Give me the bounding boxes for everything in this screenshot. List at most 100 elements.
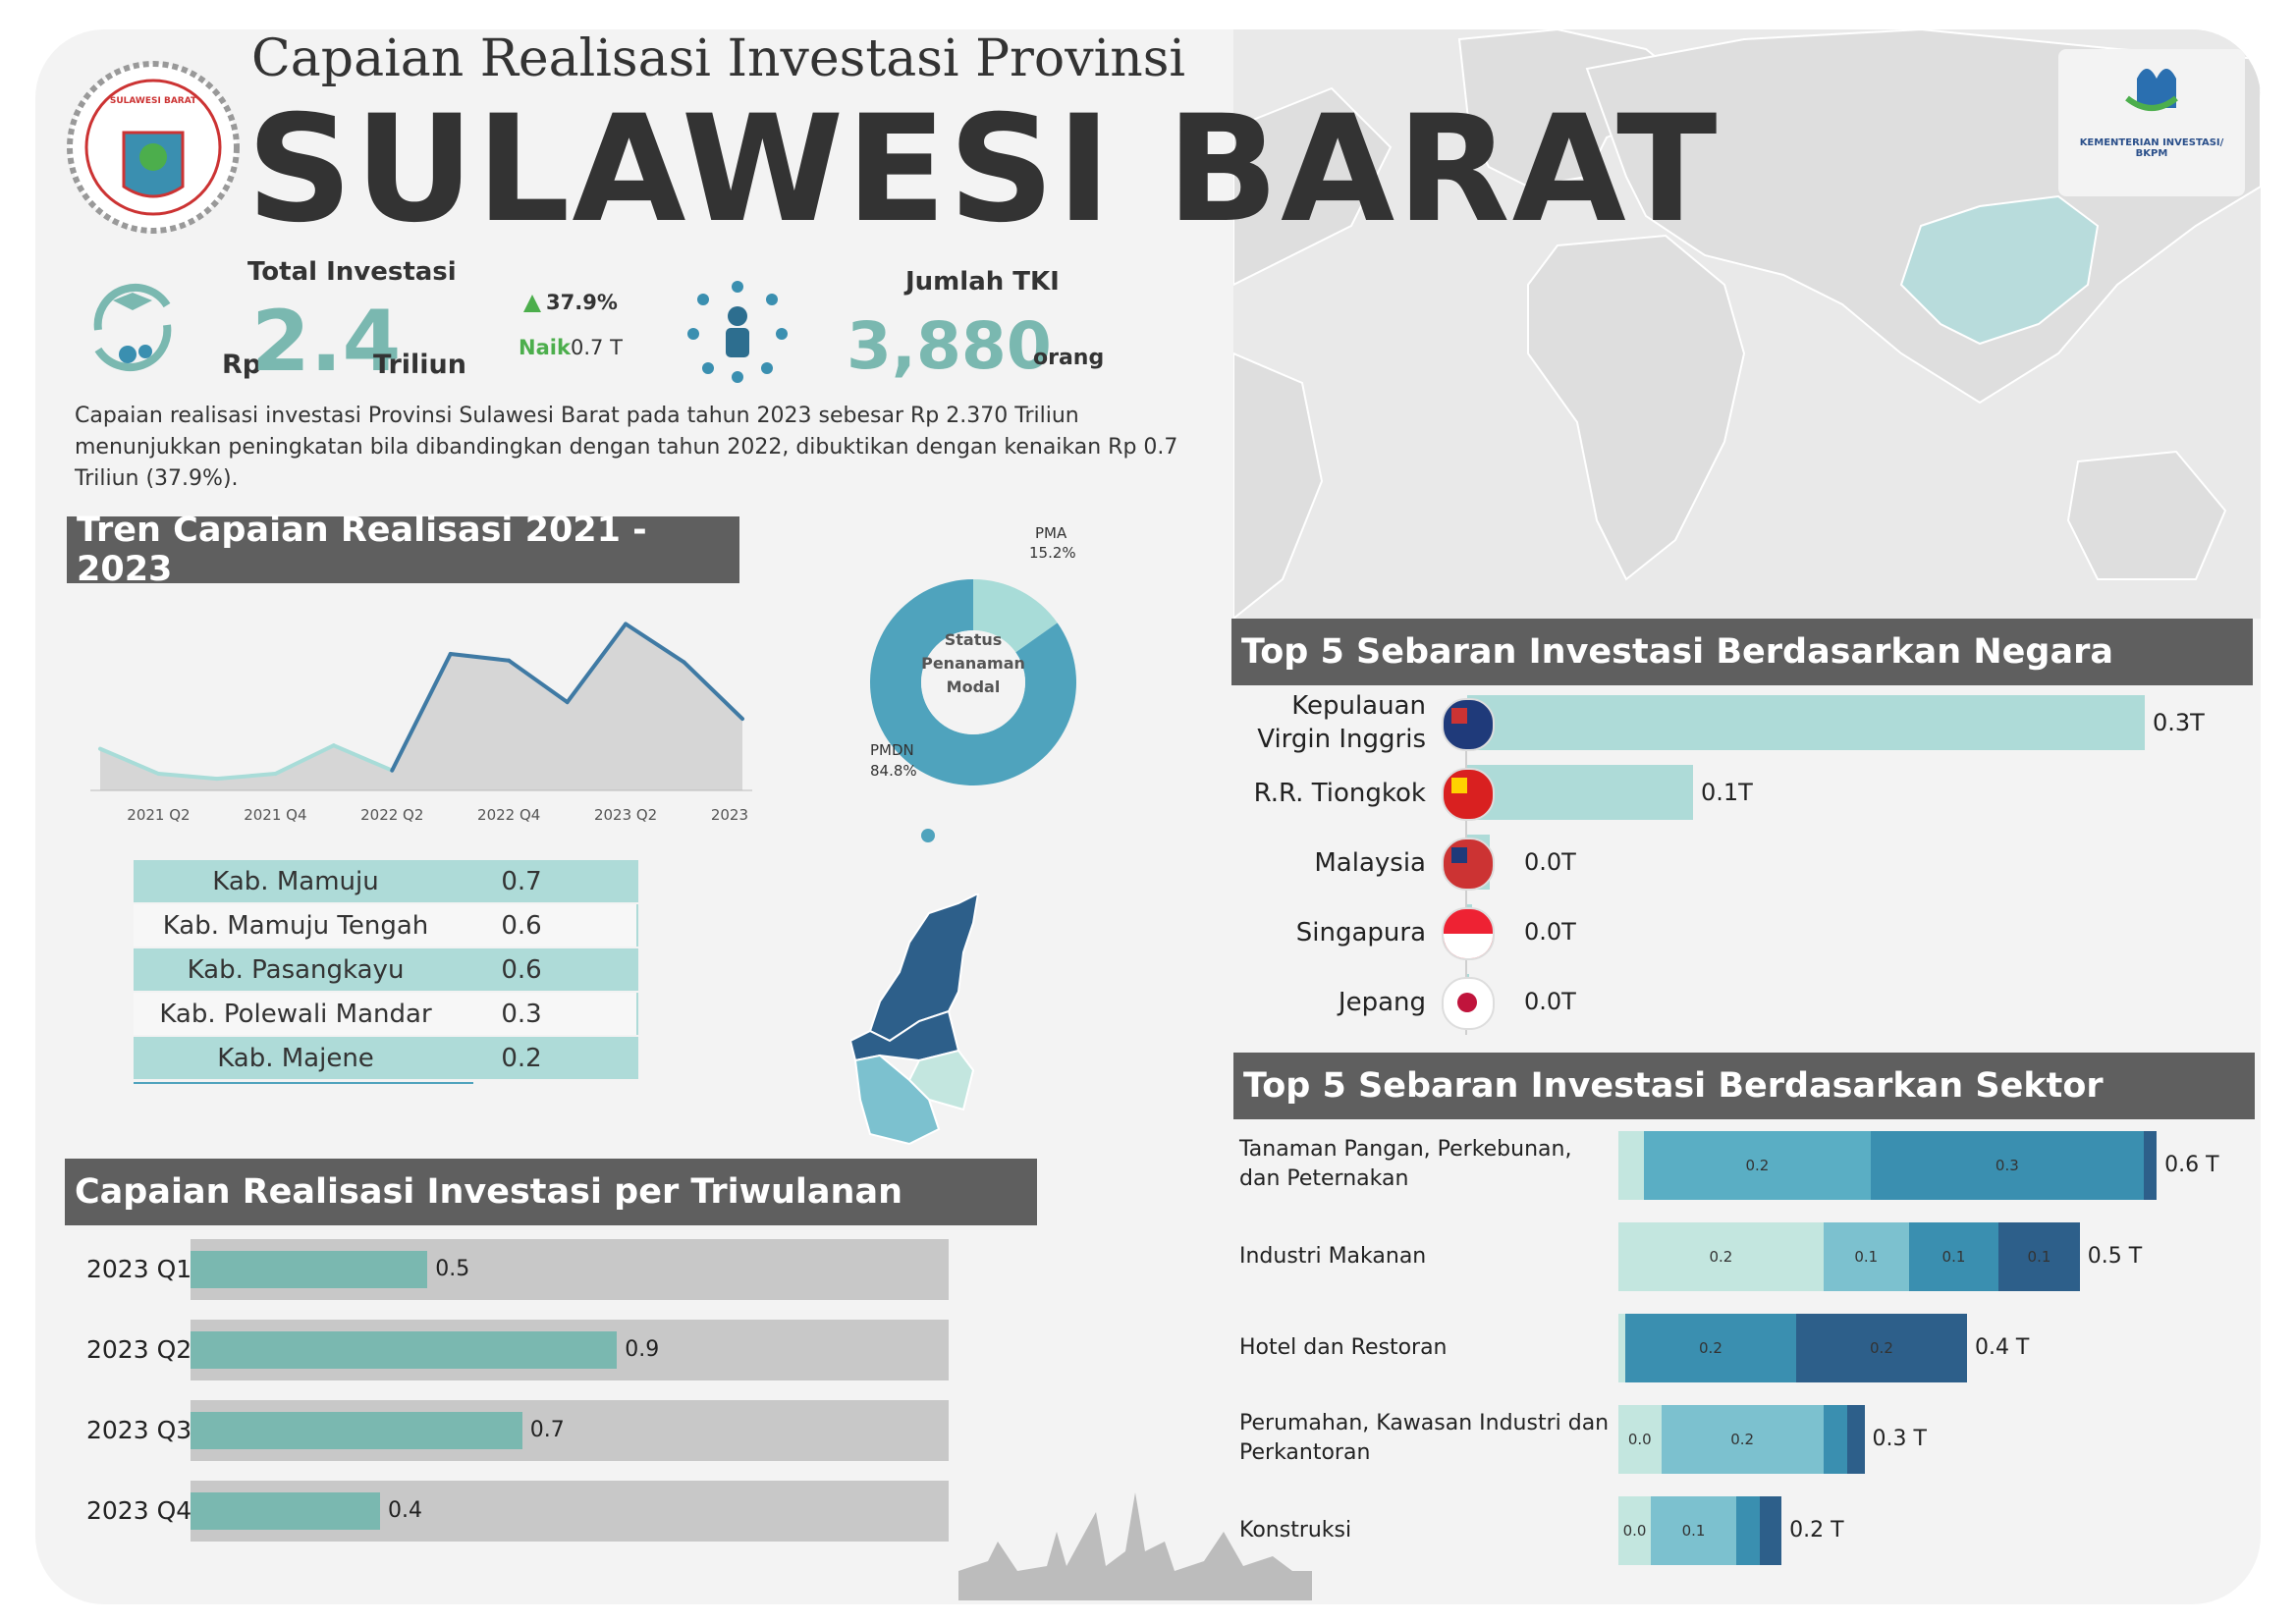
trend-point <box>99 747 102 750</box>
sector-label: Tanaman Pangan, Perkebunan, dan Peternak… <box>1239 1137 1572 1191</box>
quarterly-label: 2023 Q2 <box>86 1335 192 1364</box>
province-emblem: SULAWESI BARAT <box>65 59 242 236</box>
kabupaten-table: Kab. Mamuju 0.7 Kab. Mamuju Tengah 0.6 Kab. … <box>134 860 638 1084</box>
trend-tick-label: 2022 Q2 <box>360 806 423 824</box>
legend-dot <box>921 829 935 842</box>
total-investasi-label: Total Investasi <box>247 257 457 287</box>
sector-label: Industri Makanan <box>1239 1244 1427 1269</box>
sector-section-title: Top 5 Sebaran Investasi Berdasarkan Sekt… <box>1233 1053 2255 1119</box>
trend-point <box>449 652 452 655</box>
trend-point <box>274 773 277 776</box>
sector-segment: 0.1 <box>1998 1222 2080 1291</box>
trend-line-segment <box>273 743 336 777</box>
total-value: 2.4 <box>251 293 402 391</box>
trend-line-segment <box>448 651 512 663</box>
country-value: 0.0T <box>1524 988 1576 1015</box>
kabupaten-name: Kab. Polewali Mandar <box>159 999 432 1029</box>
trend-tick-label: 2021 Q2 <box>127 806 190 824</box>
province-emblem-icon <box>67 61 240 234</box>
country-label: Singapura <box>1295 918 1426 947</box>
tki-label: Jumlah TKI <box>905 267 1060 297</box>
country-label: Jepang <box>1338 988 1426 1017</box>
flag-singapore-icon <box>1442 907 1495 960</box>
pmdn-value: 84.8% <box>870 762 917 780</box>
sector-segment <box>1736 1496 1761 1565</box>
trend-point <box>391 769 394 772</box>
sector-segment <box>1618 1314 1625 1382</box>
trend-line-segment <box>682 660 744 722</box>
trend-tick-label: 2022 Q4 <box>477 806 540 824</box>
quarterly-label: 2023 Q3 <box>86 1416 192 1444</box>
kabupaten-name: Kab. Pasangkayu <box>187 954 405 985</box>
quarterly-value: 0.9 <box>625 1337 660 1362</box>
sector-segment <box>1618 1131 1645 1200</box>
tki-unit: orang <box>1033 346 1105 370</box>
sector-segment <box>1847 1405 1865 1474</box>
trend-point <box>625 623 628 625</box>
growth-value: 0.7 T <box>571 336 623 359</box>
quarterly-section-title: Capaian Realisasi Investasi per Triwulan… <box>65 1159 1037 1225</box>
quarterly-bar <box>191 1412 522 1449</box>
sector-segment: 0.0 <box>1618 1405 1662 1474</box>
quarterly-value: 0.5 <box>435 1257 470 1281</box>
quarterly-label: 2023 Q4 <box>86 1496 192 1525</box>
kabupaten-value: 0.7 <box>501 866 542 896</box>
sector-segment: 0.3 <box>1870 1131 2145 1200</box>
kabupaten-row: Kab. Pasangkayu 0.6 <box>134 948 638 991</box>
kabupaten-row: Kab. Majene 0.2 <box>134 1037 638 1079</box>
trend-tick-label: 2023 Q2 <box>594 806 657 824</box>
trend-tick-label: 2023 Q4 <box>711 806 752 824</box>
handshake-gears-icon <box>79 271 187 379</box>
country-label: Malaysia <box>1314 848 1426 878</box>
donut-slice-pma <box>973 579 1058 653</box>
sector-segment: 0.2 <box>1624 1314 1796 1382</box>
donut-center-label: Status Penanaman Modal <box>921 630 1025 696</box>
country-section-title: Top 5 Sebaran Investasi Berdasarkan Nega… <box>1231 619 2253 685</box>
donut-slice-pmdn <box>870 579 1076 785</box>
bkpm-logo-icon <box>2125 69 2178 111</box>
donut-hole <box>921 630 1025 734</box>
trend-point <box>215 778 218 781</box>
pma-value: 15.2% <box>1029 544 1076 562</box>
kabupaten-name: Kab. Majene <box>217 1043 374 1073</box>
country-bar <box>1467 695 2145 750</box>
china-highlight <box>1899 194 2100 346</box>
trend-chart: 2021 Q2 2021 Q4 2022 Q2 2022 Q4 2023 Q2 2023 … <box>90 622 752 824</box>
trend-line-segment <box>156 772 219 782</box>
country-label: R.R. Tiongkok <box>1253 779 1426 808</box>
trend-point <box>566 701 569 704</box>
growth-pct: 37.9% <box>546 291 618 314</box>
trend-line-segment <box>624 622 686 665</box>
ministry-logo: KEMENTERIAN INVESTASI/ BKPM <box>2058 49 2245 196</box>
workforce-icon <box>683 275 792 383</box>
trend-line-segment <box>98 746 161 777</box>
kabupaten-row: Kab. Mamuju 0.7 <box>134 860 638 902</box>
kabupaten-value: 0.2 <box>501 1043 542 1073</box>
sector-segment <box>2144 1131 2158 1200</box>
pma-label: PMA <box>1035 524 1067 542</box>
quarterly-value: 0.7 <box>529 1418 565 1442</box>
sector-segment: 0.1 <box>1908 1222 1999 1291</box>
trend-line-segment <box>390 651 453 773</box>
province-map <box>850 893 980 1146</box>
sector-total: 0.4 T <box>1974 1335 2030 1360</box>
sector-total: 0.3 T <box>1872 1427 1927 1451</box>
trend-section-title: Tren Capaian Realisasi 2021 - 2023 <box>67 511 739 589</box>
total-prefix: Rp <box>222 350 262 380</box>
sector-segment: 0.2 <box>1644 1131 1871 1200</box>
trend-point <box>508 659 511 662</box>
total-unit: Triliun <box>373 350 466 380</box>
page-subtitle: Capaian Realisasi Investasi Provinsi <box>251 29 1186 88</box>
country-value: 0.0T <box>1524 848 1576 876</box>
growth-label: Naik <box>519 336 571 359</box>
country-value: 0.0T <box>1524 918 1576 946</box>
sector-label: Perumahan, Kawasan Industri dan Perkanto… <box>1239 1411 1610 1465</box>
growth-up-icon <box>523 295 541 312</box>
region-majene <box>853 1054 941 1146</box>
country-value: 0.1T <box>1701 779 1753 806</box>
quarterly-bar <box>191 1492 380 1530</box>
trend-tick-label: 2021 Q4 <box>244 806 306 824</box>
sector-segment: 0.2 <box>1618 1222 1824 1291</box>
province-badge-text: SULAWESI BARAT <box>109 96 197 106</box>
trend-line-segment <box>507 658 570 705</box>
